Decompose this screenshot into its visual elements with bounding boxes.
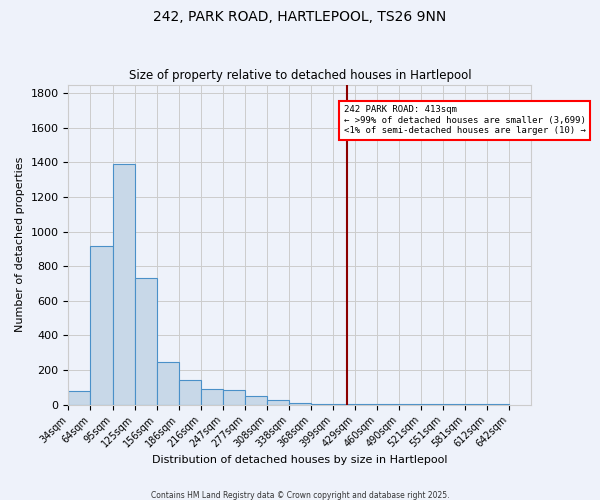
X-axis label: Distribution of detached houses by size in Hartlepool: Distribution of detached houses by size … xyxy=(152,455,448,465)
Bar xyxy=(267,400,289,404)
Bar xyxy=(201,389,223,404)
Title: Size of property relative to detached houses in Hartlepool: Size of property relative to detached ho… xyxy=(128,69,471,82)
Text: Contains HM Land Registry data © Crown copyright and database right 2025.: Contains HM Land Registry data © Crown c… xyxy=(151,490,449,500)
Bar xyxy=(157,362,179,405)
Bar xyxy=(134,278,157,404)
Bar xyxy=(223,390,245,404)
Bar xyxy=(245,396,267,404)
Bar xyxy=(113,164,134,404)
Text: 242 PARK ROAD: 413sqm
← >99% of detached houses are smaller (3,699)
<1% of semi-: 242 PARK ROAD: 413sqm ← >99% of detached… xyxy=(344,106,586,135)
Bar xyxy=(179,380,201,404)
Bar xyxy=(289,403,311,404)
Text: 242, PARK ROAD, HARTLEPOOL, TS26 9NN: 242, PARK ROAD, HARTLEPOOL, TS26 9NN xyxy=(154,10,446,24)
Bar xyxy=(68,391,91,404)
Bar xyxy=(91,246,113,404)
Y-axis label: Number of detached properties: Number of detached properties xyxy=(15,157,25,332)
